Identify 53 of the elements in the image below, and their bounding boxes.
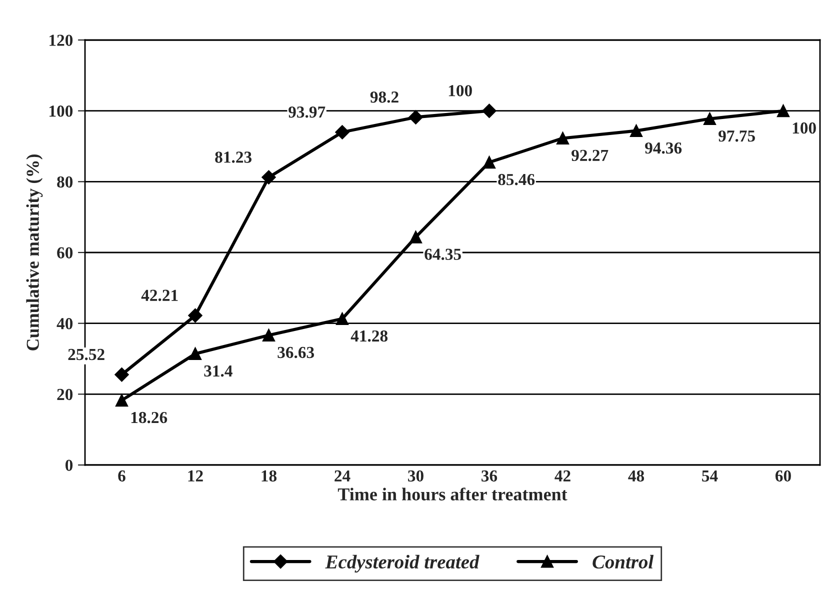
- x-tick-label: 54: [702, 470, 718, 482]
- point: [189, 348, 202, 360]
- data-label: 18.26: [131, 412, 168, 424]
- data-label: 97.75: [718, 130, 755, 142]
- point: [408, 110, 423, 124]
- point: [630, 124, 642, 138]
- legend-label: Ecdysteroid treated: [325, 554, 480, 573]
- point: [188, 308, 202, 323]
- point: [335, 125, 350, 140]
- data-label: 85.46: [498, 174, 535, 186]
- x-tick-label: 48: [628, 470, 644, 482]
- point: [410, 230, 422, 244]
- y-tick-label: 40: [56, 318, 73, 330]
- y-tick-label: 60: [57, 247, 73, 258]
- x-tick-label: 24: [334, 470, 350, 482]
- x-tick-label: 42: [554, 470, 570, 482]
- point: [704, 112, 716, 126]
- x-tick-label: 36: [482, 470, 498, 482]
- point: [116, 394, 128, 407]
- point: [482, 104, 496, 118]
- data-label: 25.52: [68, 348, 104, 360]
- y-tick-label: 120: [50, 34, 73, 46]
- point: [483, 156, 496, 169]
- data-label: 100: [792, 122, 816, 134]
- legend-label: Control: [592, 554, 654, 569]
- point: [262, 329, 275, 342]
- data-label: 36.63: [278, 346, 314, 358]
- data-label: 81.23: [215, 152, 252, 163]
- y-axis-title: Cumulative maturity (%): [26, 154, 43, 350]
- data-label: 41.28: [350, 330, 388, 342]
- point: [114, 368, 129, 382]
- data-label: 31.4: [204, 365, 232, 377]
- y-tick-label: 100: [50, 106, 73, 117]
- point: [777, 104, 790, 118]
- y-tick-label: 20: [57, 388, 73, 400]
- point: [336, 312, 348, 326]
- x-tick-label: 6: [118, 470, 126, 482]
- x-axis-title: Time in hours after treatment: [338, 488, 568, 500]
- y-tick-label: 0: [65, 460, 73, 471]
- data-label: 92.27: [572, 150, 608, 162]
- data-label: 100: [448, 85, 472, 96]
- point: [262, 170, 276, 184]
- x-tick-label: 18: [262, 470, 277, 482]
- data-label: 64.35: [424, 248, 461, 260]
- data-label: 42.21: [141, 290, 178, 302]
- x-tick-label: 12: [188, 470, 203, 482]
- x-tick-label: 30: [408, 470, 424, 482]
- x-tick-label: 60: [775, 470, 791, 482]
- data-label: 98.2: [370, 91, 398, 103]
- data-label: 93.97: [288, 106, 326, 118]
- point: [556, 132, 569, 144]
- data-label: 94.36: [645, 142, 682, 154]
- y-tick-label: 80: [57, 176, 73, 188]
